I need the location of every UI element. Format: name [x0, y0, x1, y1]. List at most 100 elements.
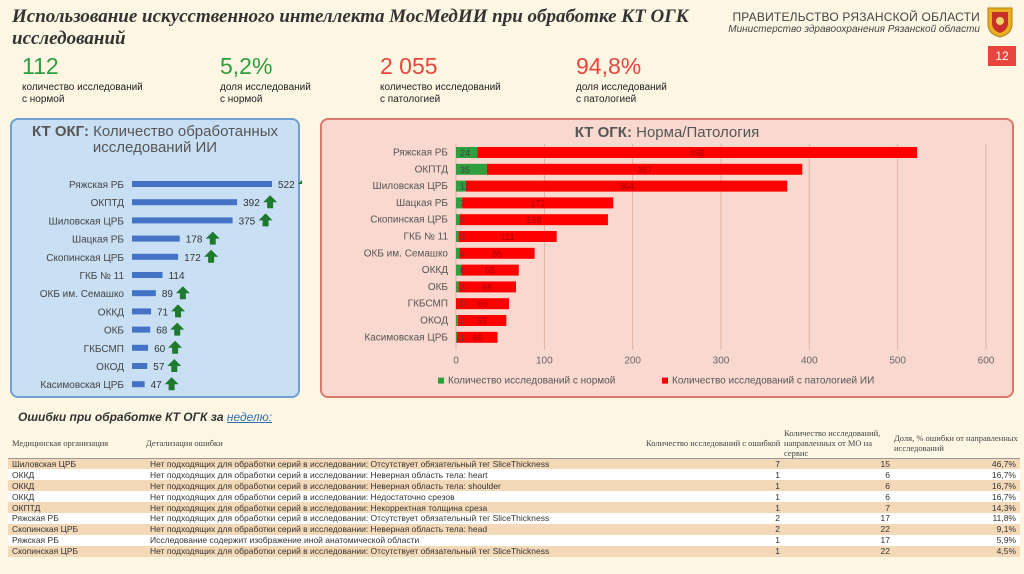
value-label: 57	[153, 362, 165, 373]
bar-pathology	[477, 147, 918, 158]
value-label-pathology: 111	[501, 232, 515, 242]
errors-title: Ошибки при обработке КТ ОГК за неделю:	[18, 410, 272, 424]
cell-organization: Скопинская ЦРБ	[8, 545, 146, 557]
category-label: Ряжская РБ	[69, 180, 124, 191]
table-row: Скопинская ЦРБ Нет подходящих для обработ…	[8, 523, 1020, 535]
panel-title-bold: КТ ОГК:	[574, 124, 632, 141]
bar-pathology	[456, 298, 509, 310]
bar	[132, 272, 163, 278]
value-label-normal: 4	[460, 249, 465, 259]
trend-up-arrow-icon	[171, 304, 186, 318]
trend-up-arrow-icon	[164, 377, 179, 391]
bar-normal	[456, 231, 459, 242]
table-header-row: Медицинская организация Детализация ошиб…	[8, 428, 1020, 459]
cell-sent-count: 6	[784, 480, 894, 492]
trend-up-arrow-icon	[204, 249, 219, 263]
bar	[132, 326, 151, 333]
bar-normal	[456, 315, 458, 326]
kpi-label: с патологией	[576, 94, 637, 105]
bar-normal	[456, 264, 462, 276]
bar	[132, 344, 149, 351]
category-label: ГКБ № 11	[80, 271, 125, 282]
x-tick-label: 200	[624, 356, 641, 367]
panel-title-bold: КТ ОКГ:	[32, 123, 89, 140]
value-label: 114	[169, 271, 185, 282]
bar-normal	[456, 180, 466, 192]
cell-error-detail: Нет подходящих для обработки серий в исс…	[146, 491, 646, 503]
bar-normal	[456, 147, 478, 158]
cell-sent-count: 6	[784, 469, 894, 481]
cell-error-detail: Нет подходящих для обработки серий в исс…	[146, 480, 646, 492]
bar-normal	[456, 247, 460, 259]
cell-organization: ОКПТД	[8, 502, 146, 513]
value-label: 60	[154, 344, 166, 355]
bar	[132, 199, 238, 206]
value-label: 47	[151, 380, 163, 391]
errors-table: Медицинская организация Детализация ошиб…	[8, 428, 1020, 557]
bar-pathology	[465, 180, 788, 192]
cell-error-share: 46,7%	[894, 458, 1020, 470]
cell-error-detail: Нет подходящих для обработки серий в исс…	[146, 545, 646, 557]
value-label: 178	[186, 235, 203, 246]
kpi-pathology-share: 94,8% доля исследований с патологией	[576, 52, 667, 106]
trend-up-arrow-icon	[170, 322, 185, 336]
value-label-pathology: 498	[690, 148, 705, 158]
x-tick-label: 600	[978, 356, 995, 367]
table-row: ОККД Нет подходящих для обработки серий в…	[8, 491, 1020, 503]
bar	[132, 217, 233, 224]
cell-sent-count: 22	[784, 523, 894, 535]
table-row: Ряжская РБ Исследование содержит изображе…	[8, 534, 1020, 546]
trend-up-arrow-icon	[258, 213, 273, 227]
trend-up-arrow-icon	[205, 231, 220, 245]
cell-error-detail: Нет подходящих для обработки серий в исс…	[146, 502, 646, 513]
trend-up-arrow-icon	[298, 180, 302, 190]
bar-pathology	[462, 197, 614, 209]
category-label: ГКБСМП	[408, 299, 448, 310]
value-label: 89	[162, 289, 174, 300]
table-row: Скопинская ЦРБ Нет подходящих для обработ…	[8, 545, 1020, 557]
table-row: ОККД Нет подходящих для обработки серий в…	[8, 469, 1020, 481]
value-label-normal: 24	[460, 148, 470, 158]
bar-pathology	[458, 281, 517, 293]
cell-error-share: 11,8%	[894, 512, 1020, 524]
trend-up-arrow-icon	[175, 286, 190, 300]
category-label: ОКБ им. Семашко	[364, 248, 449, 259]
cell-sent-count: 7	[784, 502, 894, 513]
category-label: Шиловская ЦРБ	[49, 216, 125, 227]
processed-studies-panel: КТ ОКГ: Количество обработанных исследов…	[10, 118, 302, 398]
value-label-pathology: 46	[472, 333, 482, 343]
category-label: ГКБСМП	[84, 344, 124, 355]
cell-error-count: 2	[646, 523, 784, 535]
value-label-normal: 3	[460, 232, 465, 242]
cell-error-detail: Нет подходящих для обработки серий в исс…	[146, 469, 646, 481]
value-label: 68	[156, 326, 168, 337]
value-label-pathology: 55	[477, 316, 487, 326]
category-label: Шацкая РБ	[72, 235, 124, 246]
category-label: ОКОД	[96, 362, 124, 373]
cell-error-detail: Исследование содержит изображение иной а…	[146, 534, 646, 546]
category-label: Шацкая РБ	[396, 198, 448, 209]
norm-pathology-panel: КТ ОГК: Норма/Патология 0 100 200 300 400 500…	[320, 118, 1014, 398]
kpi-pathology-count: 2 055 количество исследований с патологи…	[380, 52, 501, 106]
bar-normal	[456, 214, 460, 226]
bar-pathology	[459, 247, 535, 259]
value-label-pathology: 60	[477, 299, 487, 309]
trend-up-arrow-icon	[263, 195, 278, 209]
value-label: 392	[243, 198, 260, 209]
category-label: Скопинская ЦРБ	[46, 253, 124, 264]
errors-period-link[interactable]: неделю:	[226, 410, 273, 424]
bar	[132, 308, 152, 315]
cell-sent-count: 22	[784, 545, 894, 557]
category-label: Шиловская ЦРБ	[373, 181, 449, 192]
table-row: ОКПТД Нет подходящих для обработки серий …	[8, 502, 1020, 513]
value-label-normal: 35	[460, 165, 470, 175]
value-label-pathology: 357	[637, 165, 652, 175]
bar-normal	[456, 197, 463, 209]
panel-title: КТ ОГК: Норма/Патология	[322, 124, 1012, 141]
page-title: Использование искусственного интеллекта …	[12, 6, 689, 49]
government-name: ПРАВИТЕЛЬСТВО РЯЗАНСКОЙ ОБЛАСТИ	[732, 10, 980, 24]
kpi-value: 2 055	[380, 53, 438, 79]
category-label: Ряжская РБ	[393, 148, 448, 159]
x-tick-label: 0	[453, 356, 459, 367]
